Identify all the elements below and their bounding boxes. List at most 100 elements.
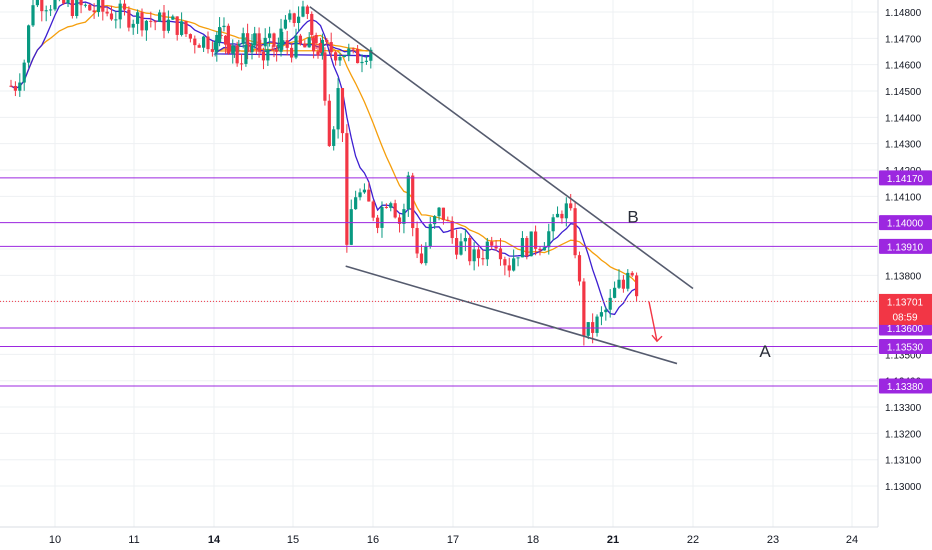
candle-body <box>595 316 599 333</box>
ma-slow-line <box>10 4 638 284</box>
level-label-box <box>879 170 932 186</box>
price-tick-label: 1.13100 <box>885 456 922 467</box>
candle-body <box>272 33 276 47</box>
candle-body <box>281 40 285 45</box>
price-tick-label: 1.14500 <box>885 87 922 98</box>
time-axis[interactable]: 10 11 14 15 16 17 18 21 22 23 24 <box>49 534 858 546</box>
time-tick-label: 23 <box>767 534 779 546</box>
annotations: AB <box>627 208 771 361</box>
candle-body <box>490 241 494 246</box>
candle-body <box>136 12 140 24</box>
candle-body <box>318 43 323 53</box>
candle-body <box>248 44 252 46</box>
candle-body <box>503 259 507 266</box>
candle-body <box>320 39 324 56</box>
time-tick-label: 11 <box>128 534 139 546</box>
candle-body <box>476 249 481 259</box>
candle-body <box>533 231 538 249</box>
candle-body <box>336 88 340 130</box>
candle-body <box>380 206 384 228</box>
candle-body <box>635 275 639 297</box>
candle-body <box>604 309 608 313</box>
point-label-A: A <box>759 342 771 361</box>
candle-body <box>525 237 529 257</box>
candle-body <box>446 219 450 222</box>
candle-body <box>231 45 235 54</box>
time-tick-label: 15 <box>287 534 299 546</box>
level-label-text: 1.13530 <box>887 342 924 353</box>
price-tick-label: 1.13500 <box>885 350 922 361</box>
candle-body <box>303 43 307 48</box>
candle-body <box>325 39 329 43</box>
candle-body <box>109 13 114 20</box>
candle-body <box>450 221 454 239</box>
candle-body <box>292 13 296 23</box>
candle-body <box>31 5 35 26</box>
candle-body <box>263 37 267 47</box>
candle-body <box>254 43 258 45</box>
candle-body <box>397 217 402 224</box>
level-label-text: 1.14000 <box>887 219 924 230</box>
trend-lines[interactable] <box>309 6 694 365</box>
candle-body <box>206 36 210 50</box>
candle-body <box>244 44 248 64</box>
candle-body <box>283 19 288 29</box>
candle-body <box>402 209 406 224</box>
candle-body <box>268 33 272 38</box>
candle-body <box>202 36 206 48</box>
time-tick-label: 17 <box>447 534 459 546</box>
candle-body <box>564 203 568 219</box>
level-label-text: 1.14170 <box>887 174 924 185</box>
trend-line-lower[interactable] <box>345 265 678 365</box>
candle-body <box>9 85 13 87</box>
candle-body <box>105 11 109 14</box>
time-tick-label: 24 <box>846 534 858 546</box>
candle-body <box>219 34 223 36</box>
candle-body <box>307 37 311 48</box>
candle-body <box>162 12 166 31</box>
candle-body <box>70 0 74 16</box>
candle-body <box>555 213 560 218</box>
candles <box>9 0 639 346</box>
candle-body <box>419 253 424 264</box>
candle-body <box>617 279 621 288</box>
candle-body <box>358 192 362 198</box>
candle-body <box>351 48 355 50</box>
candle-body <box>298 35 302 44</box>
candle-body <box>140 12 144 31</box>
candle-body <box>222 25 226 28</box>
candle-body <box>288 13 292 20</box>
candle-body <box>560 213 564 219</box>
candle-body <box>459 241 463 255</box>
candle-body <box>312 37 316 52</box>
candle-body <box>228 44 232 52</box>
candle-body <box>393 203 397 218</box>
candle-body <box>83 4 88 6</box>
candle-body <box>472 249 476 262</box>
time-tick-label: 14 <box>208 534 221 546</box>
horizontal-levels[interactable] <box>0 177 878 387</box>
current-price-text: 1.13701 <box>887 297 924 308</box>
level-label-text: 1.13380 <box>887 382 924 393</box>
price-tick-label: 1.14400 <box>885 113 922 124</box>
candle-body <box>275 49 279 52</box>
candle-body <box>261 51 266 61</box>
trend-line-upper[interactable] <box>309 6 694 290</box>
candle-body <box>613 287 617 298</box>
candle-body <box>239 63 244 65</box>
candle-body <box>485 241 489 260</box>
candle-body <box>250 43 254 53</box>
candle-body <box>197 45 201 48</box>
price-tick-label: 1.14600 <box>885 61 922 72</box>
candle-body <box>27 25 31 63</box>
candle-body <box>266 49 270 61</box>
candle-body <box>599 312 604 317</box>
candle-body <box>18 82 22 91</box>
candle-body <box>428 224 432 247</box>
price-tick-label: 1.14300 <box>885 140 922 151</box>
price-tick-label: 1.13000 <box>885 482 922 493</box>
candle-body <box>551 217 555 232</box>
candle-body <box>122 3 127 10</box>
candle-body <box>35 0 39 6</box>
